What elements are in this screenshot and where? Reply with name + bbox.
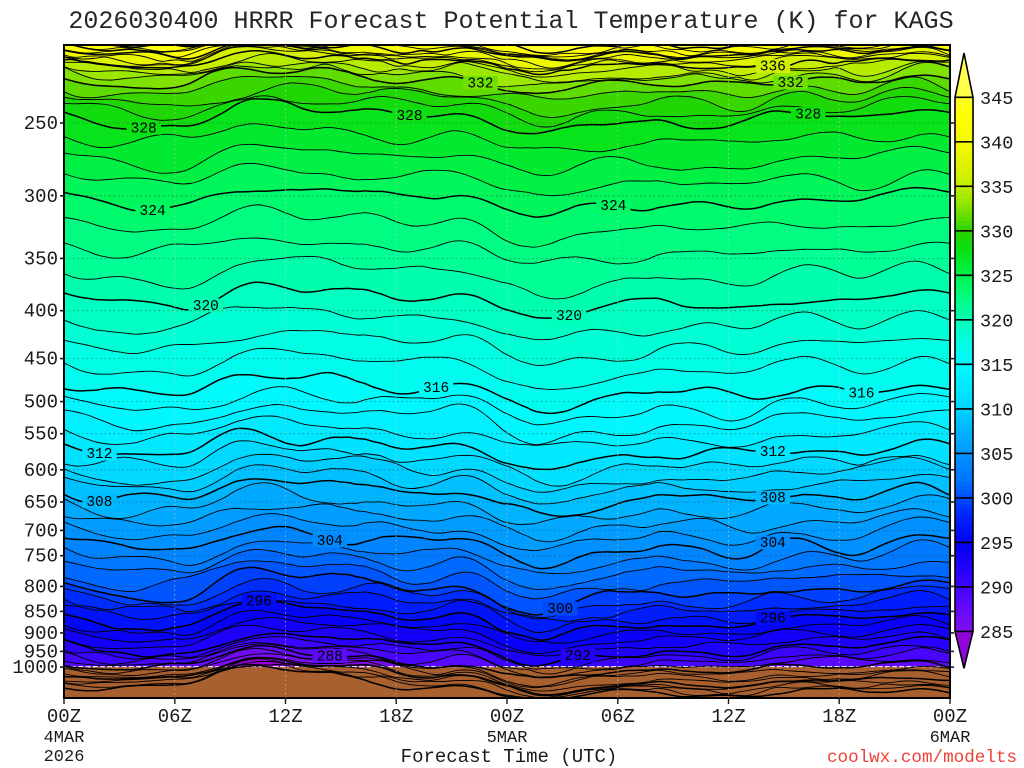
svg-text:304: 304 [760,536,786,552]
svg-text:305: 305 [980,445,1013,466]
svg-text:285: 285 [980,623,1013,644]
svg-text:300: 300 [980,489,1013,510]
svg-text:315: 315 [980,356,1013,377]
svg-text:450: 450 [24,349,58,371]
svg-text:300: 300 [547,602,573,618]
svg-text:500: 500 [24,392,58,414]
svg-text:328: 328 [396,109,422,125]
svg-text:750: 750 [24,546,58,568]
svg-text:00Z: 00Z [490,706,524,728]
svg-text:296: 296 [246,594,272,610]
svg-text:324: 324 [140,204,166,220]
svg-text:288: 288 [317,650,343,666]
svg-text:2026: 2026 [44,748,85,767]
svg-text:350: 350 [24,248,58,270]
svg-text:295: 295 [980,534,1013,555]
svg-text:312: 312 [86,447,112,463]
svg-text:328: 328 [131,121,157,137]
svg-text:335: 335 [980,178,1013,199]
svg-text:320: 320 [556,309,582,325]
svg-text:300: 300 [24,186,58,208]
svg-text:18Z: 18Z [379,706,413,728]
svg-text:336: 336 [760,60,786,76]
svg-text:800: 800 [24,576,58,598]
svg-text:310: 310 [980,400,1013,421]
svg-text:06Z: 06Z [601,706,635,728]
svg-text:328: 328 [795,108,821,124]
svg-text:700: 700 [24,520,58,542]
svg-text:330: 330 [980,222,1013,243]
svg-text:06Z: 06Z [158,706,192,728]
svg-text:325: 325 [980,267,1013,288]
svg-text:18Z: 18Z [822,706,856,728]
svg-text:Forecast Time (UTC): Forecast Time (UTC) [401,746,618,768]
svg-text:550: 550 [24,424,58,446]
svg-text:308: 308 [760,491,786,507]
svg-text:600: 600 [24,460,58,482]
svg-text:304: 304 [317,534,343,550]
svg-text:12Z: 12Z [711,706,745,728]
svg-text:coolwx.com/modelts: coolwx.com/modelts [827,748,1017,768]
svg-text:12Z: 12Z [268,706,302,728]
svg-text:250: 250 [24,113,58,135]
svg-text:00Z: 00Z [47,706,81,728]
svg-text:345: 345 [980,89,1013,110]
svg-text:1000: 1000 [12,657,58,679]
svg-text:332: 332 [467,76,493,92]
svg-text:312: 312 [760,445,786,461]
svg-text:296: 296 [760,612,786,628]
svg-text:320: 320 [193,299,219,315]
svg-text:316: 316 [848,386,874,402]
svg-text:320: 320 [980,311,1013,332]
svg-text:316: 316 [423,381,449,397]
svg-text:6MAR: 6MAR [930,729,971,748]
svg-text:324: 324 [600,199,626,215]
svg-text:308: 308 [86,495,112,511]
svg-text:290: 290 [980,578,1013,599]
svg-text:650: 650 [24,492,58,514]
svg-text:332: 332 [777,76,803,92]
svg-text:850: 850 [24,601,58,623]
svg-text:4MAR: 4MAR [44,729,85,748]
svg-text:00Z: 00Z [933,706,967,728]
svg-text:340: 340 [980,133,1013,154]
svg-text:2026030400 HRRR Forecast Poten: 2026030400 HRRR Forecast Potential Tempe… [68,7,953,36]
svg-text:400: 400 [24,301,58,323]
